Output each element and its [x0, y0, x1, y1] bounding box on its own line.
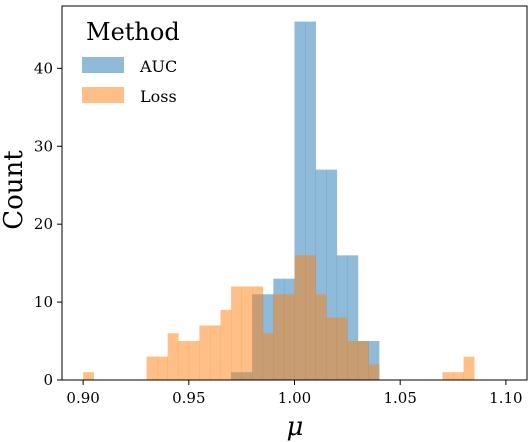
- bar-loss-20: [347, 341, 359, 380]
- bar-loss-5: [188, 341, 200, 380]
- bar-loss-17: [315, 294, 327, 380]
- bar-loss-24: [453, 372, 464, 380]
- bar-auc-9: [326, 169, 338, 381]
- bar-loss-4: [178, 341, 190, 380]
- y-axis-label: Count: [0, 150, 29, 230]
- bar-auc-8: [315, 169, 327, 381]
- bar-loss-0: [83, 372, 95, 380]
- bar-loss-19: [336, 317, 348, 380]
- bar-loss-7: [209, 325, 221, 380]
- bar-loss-1: [146, 356, 158, 381]
- bar-loss-2: [157, 356, 168, 381]
- x-axis-label: μ: [287, 412, 304, 442]
- bar-loss-11: [252, 286, 264, 380]
- ticks-layer: 0.90 0.95 1.00 1.05 1.10 0 10 20 30 40: [34, 59, 523, 407]
- legend-label-auc: AUC: [139, 57, 177, 76]
- bar-loss-13: [273, 294, 285, 380]
- bar-auc-6: [294, 21, 306, 381]
- legend: Method AUC Loss: [82, 18, 180, 106]
- bar-loss-15: [294, 255, 306, 380]
- bar-auc-11: [347, 255, 359, 380]
- bar-loss-10: [241, 286, 253, 380]
- bar-loss-21: [357, 341, 369, 380]
- x-tick-label: 0.95: [172, 389, 205, 407]
- bar-auc-10: [336, 255, 348, 380]
- bar-auc-13: [368, 341, 380, 380]
- bars-layer: [83, 21, 475, 381]
- bar-loss-16: [305, 255, 316, 380]
- x-tick-label: 1.00: [278, 389, 311, 407]
- y-tick-label: 10: [34, 293, 53, 311]
- bar-loss-23: [442, 372, 454, 380]
- bar-loss-8: [220, 309, 232, 381]
- y-tick-label: 0: [43, 371, 53, 389]
- y-tick-label: 30: [34, 137, 53, 155]
- bar-loss-14: [283, 294, 295, 380]
- x-tick-label: 1.05: [383, 389, 416, 407]
- bar-loss-9: [231, 286, 242, 380]
- bar-loss-3: [167, 333, 179, 380]
- bar-loss-22: [368, 364, 380, 380]
- legend-title: Method: [86, 18, 180, 46]
- y-tick-label: 20: [34, 215, 53, 233]
- bar-loss-25: [463, 356, 475, 381]
- bar-loss-12: [262, 333, 274, 380]
- legend-swatch-auc: [82, 57, 124, 73]
- y-tick-label: 40: [34, 59, 53, 77]
- x-tick-label: 0.90: [66, 389, 99, 407]
- bar-loss-18: [326, 317, 338, 380]
- x-tick-label: 1.10: [489, 389, 522, 407]
- legend-swatch-loss: [82, 87, 124, 103]
- legend-label-loss: Loss: [140, 87, 177, 106]
- bar-auc-7: [305, 21, 316, 381]
- bar-loss-6: [199, 325, 211, 380]
